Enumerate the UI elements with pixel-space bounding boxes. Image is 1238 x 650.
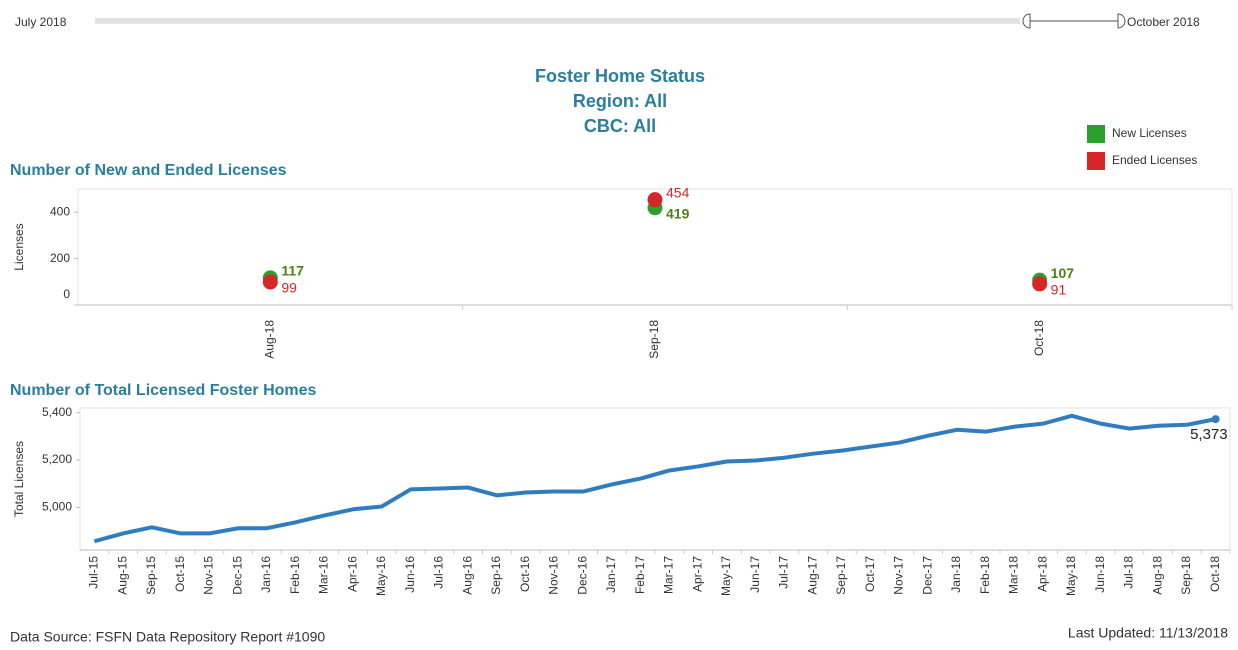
x-tick-label: May-16 [374,556,388,596]
x-tick-label: Dec-17 [920,556,934,595]
x-tick-label: Sep-17 [834,556,848,595]
value-label: 107 [1051,265,1075,281]
x-tick-label: May-18 [1064,556,1078,596]
y-tick-label: 200 [50,251,70,265]
slider-handle[interactable] [1117,13,1126,29]
x-tick-label: Sep-15 [144,556,158,595]
x-tick-label: Aug-18 [263,320,277,359]
dot [262,274,278,290]
x-tick-label: Jul-17 [777,556,791,589]
header-title: Foster Home Status [535,66,705,86]
x-tick-label: Sep-18 [647,320,661,359]
y-axis-label: Licenses [12,223,26,270]
x-tick-label: Jan-17 [604,556,618,593]
y-tick-label: 0 [63,287,70,301]
x-tick-label: May-17 [719,556,733,596]
x-tick-label: Feb-16 [288,556,302,594]
x-tick-label: Dec-16 [575,556,589,595]
value-label: 5,373 [1190,426,1228,443]
value-label: 419 [666,205,690,221]
legend-label: New Licenses [1112,126,1187,140]
legend-label: Ended Licenses [1112,153,1197,167]
x-tick-label: Jul-16 [432,556,446,589]
y-tick-label: 5,000 [42,500,72,514]
footer-updated: Last Updated: 11/13/2018 [1068,625,1228,641]
value-label: 99 [281,280,297,296]
x-tick-label: Jul-15 [87,556,101,589]
x-tick-label: Mar-18 [1007,556,1021,594]
y-tick-label: 400 [50,204,70,218]
x-tick-label: Jun-18 [1093,556,1107,593]
x-tick-label: Apr-17 [690,556,704,592]
header-title: CBC: All [584,116,656,136]
footer-source: Data Source: FSFN Data Repository Report… [10,629,325,645]
value-label: 91 [1051,282,1067,298]
slider-end: October 2018 [1127,15,1200,29]
slider-handle[interactable] [1022,13,1031,29]
x-tick-label: Aug-16 [460,556,474,595]
x-tick-label: Mar-16 [317,556,331,594]
x-tick-label: Aug-15 [115,556,129,595]
x-tick-label: Feb-17 [633,556,647,594]
x-tick-label: Jan-16 [259,556,273,593]
slider-start: July 2018 [15,15,67,29]
x-tick-label: Jul-18 [1122,556,1136,589]
chart-title: Number of Total Licensed Foster Homes [10,382,317,399]
dot [647,192,663,208]
x-tick-label: Sep-18 [1179,556,1193,595]
x-tick-label: Jun-17 [748,556,762,593]
x-tick-label: Oct-16 [518,556,532,592]
x-tick-label: Oct-15 [173,556,187,592]
legend-swatch [1087,152,1105,170]
y-axis-label: Total Licenses [12,441,26,517]
value-label: 454 [666,184,690,200]
x-tick-label: Sep-16 [489,556,503,595]
x-tick-label: Apr-16 [345,556,359,592]
x-tick-label: Oct-18 [1208,556,1222,592]
x-tick-label: Feb-18 [978,556,992,594]
value-label: 117 [281,263,304,279]
header-title: Region: All [573,91,667,111]
chart-title: Number of New and Ended Licenses [10,162,287,179]
x-tick-label: Nov-17 [892,556,906,595]
x-tick-label: Aug-17 [805,556,819,595]
y-tick-label: 5,400 [42,405,72,419]
dot [1032,276,1048,292]
x-tick-label: Jan-18 [949,556,963,593]
legend-swatch [1087,125,1105,143]
x-tick-label: Nov-16 [547,556,561,595]
x-tick-label: Nov-15 [202,556,216,595]
x-tick-label: Apr-18 [1035,556,1049,592]
line [93,413,1217,544]
x-tick-label: Mar-17 [662,556,676,594]
y-tick-label: 5,200 [42,452,72,466]
x-tick-label: Jun-16 [403,556,417,593]
x-tick-label: Dec-15 [230,556,244,595]
end-dot [1211,415,1220,424]
x-tick-label: Oct-17 [863,556,877,592]
x-tick-label: Aug-18 [1150,556,1164,595]
x-tick-label: Oct-18 [1032,320,1046,356]
